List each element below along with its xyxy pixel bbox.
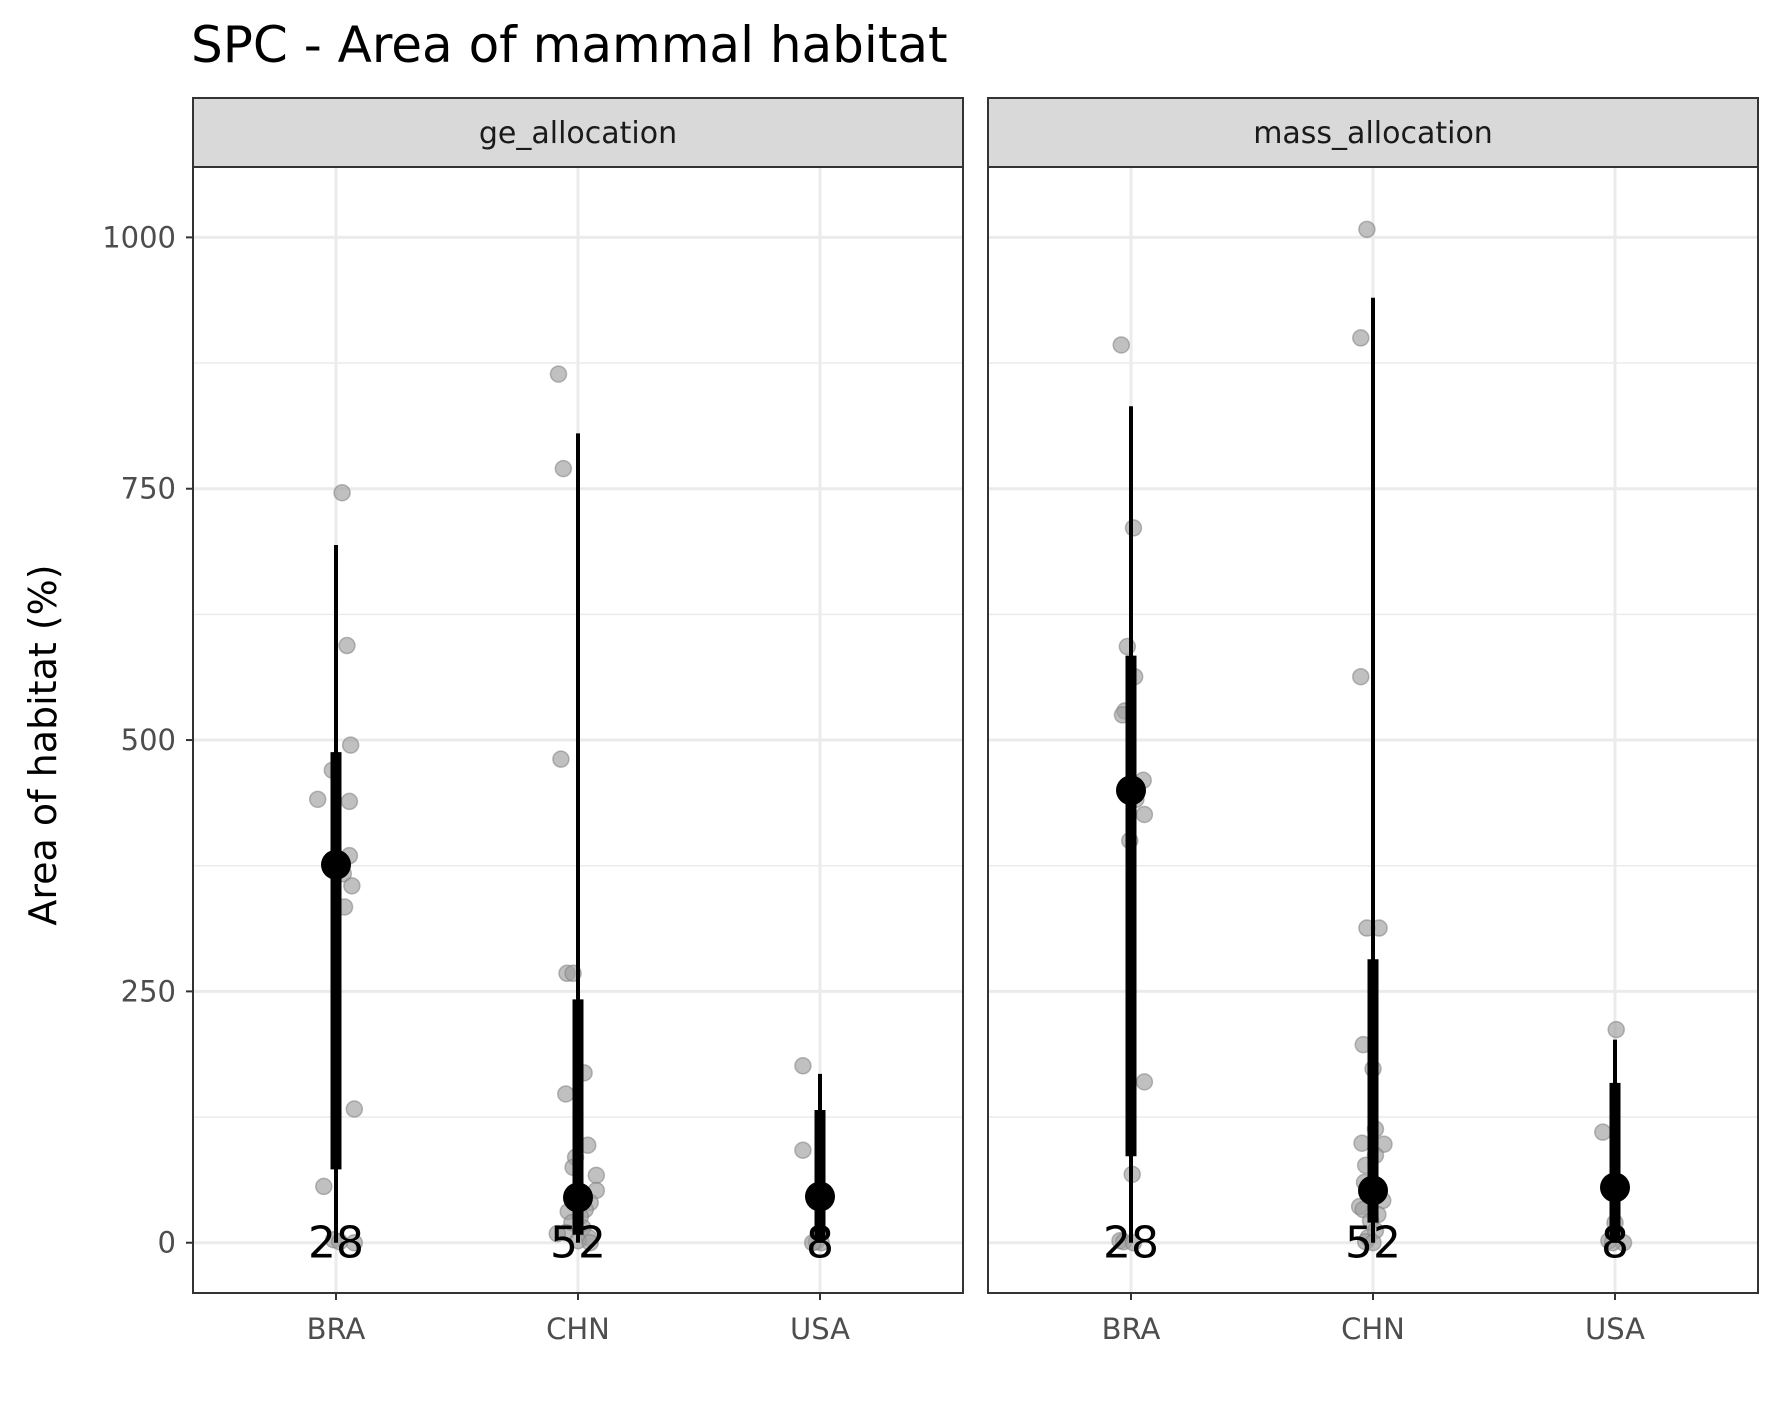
data-point bbox=[1135, 1073, 1154, 1091]
median-point bbox=[321, 849, 351, 880]
data-point bbox=[1352, 329, 1370, 347]
y-tick-label: 1000 bbox=[102, 220, 176, 254]
data-point bbox=[1124, 519, 1143, 537]
data-point bbox=[794, 1141, 812, 1159]
data-point bbox=[315, 1177, 333, 1196]
facet-panel-mass_allocation: mass_allocation 28 BRA 52 CHN 8 USA bbox=[987, 97, 1759, 1346]
y-tick-label: 0 bbox=[158, 1226, 176, 1260]
y-tick-label: 500 bbox=[121, 723, 176, 757]
x-tick-label: CHN bbox=[546, 1312, 610, 1346]
count-label: 28 bbox=[308, 1218, 364, 1269]
data-point bbox=[1594, 1123, 1612, 1141]
data-point bbox=[308, 790, 327, 809]
panel-border bbox=[192, 166, 964, 1294]
data-point bbox=[587, 1166, 606, 1185]
median-point bbox=[805, 1181, 835, 1212]
x-tick-label: CHN bbox=[1341, 1312, 1405, 1346]
facet-strip-label: ge_allocation bbox=[479, 116, 677, 151]
count-label: 8 bbox=[1601, 1218, 1629, 1269]
y-tick-label: 250 bbox=[121, 974, 176, 1008]
data-point bbox=[340, 792, 359, 811]
data-point bbox=[338, 636, 356, 655]
x-tick-label: USA bbox=[1585, 1312, 1645, 1346]
x-tick-label: BRA bbox=[307, 1312, 366, 1346]
facet-strip bbox=[192, 97, 964, 168]
data-point bbox=[549, 365, 568, 383]
chart-title: SPC - Area of mammal habitat bbox=[191, 16, 948, 74]
count-label: 8 bbox=[806, 1218, 834, 1269]
panel-border bbox=[987, 166, 1759, 1294]
data-point bbox=[345, 1100, 364, 1118]
facet-strip bbox=[987, 97, 1759, 168]
data-point bbox=[341, 736, 360, 754]
data-point bbox=[557, 1085, 575, 1103]
data-point bbox=[1112, 336, 1130, 354]
count-label: 28 bbox=[1103, 1218, 1159, 1269]
data-point bbox=[794, 1057, 812, 1075]
y-tick-label: 750 bbox=[121, 472, 176, 506]
facet-strip-label: mass_allocation bbox=[1253, 116, 1493, 151]
count-label: 52 bbox=[550, 1218, 606, 1269]
data-point bbox=[1135, 805, 1154, 824]
median-point bbox=[1358, 1175, 1388, 1206]
data-point bbox=[343, 877, 361, 895]
facet-panel-ge_allocation: ge_allocation 28 BRA 52 CHN 8 USA bbox=[192, 97, 964, 1346]
median-point bbox=[1116, 775, 1146, 806]
data-point bbox=[333, 483, 351, 502]
data-point bbox=[1352, 667, 1370, 686]
data-point bbox=[552, 750, 570, 768]
x-tick-label: USA bbox=[790, 1312, 850, 1346]
data-point bbox=[1607, 1020, 1625, 1039]
y-axis-label: Area of habitat (%) bbox=[21, 564, 65, 925]
median-point bbox=[1600, 1172, 1630, 1203]
facet-panels: 0 250 500 750 1000 ge_allocation 28 BRA 52 CHN 8 US… bbox=[102, 97, 1759, 1346]
count-label: 52 bbox=[1345, 1218, 1401, 1269]
data-point bbox=[1358, 220, 1376, 239]
data-point bbox=[548, 1224, 567, 1243]
median-point bbox=[563, 1182, 593, 1213]
data-point bbox=[554, 459, 573, 478]
data-point bbox=[581, 1233, 599, 1252]
x-tick-label: BRA bbox=[1102, 1312, 1161, 1346]
